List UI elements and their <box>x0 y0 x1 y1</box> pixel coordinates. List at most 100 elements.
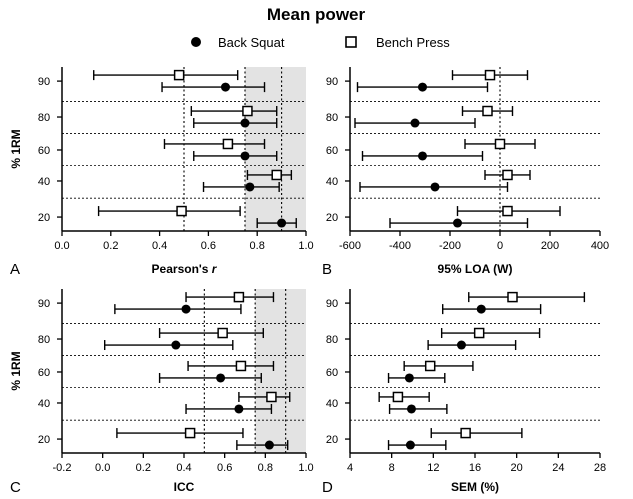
y-tick-label: 80 <box>38 112 50 124</box>
bench-press-point <box>507 291 518 303</box>
back-squat-point <box>240 151 250 161</box>
y-tick-label: 80 <box>326 112 338 124</box>
bench-press-point <box>502 205 513 217</box>
bench-press-point <box>173 69 185 81</box>
bench-press-point <box>222 138 234 150</box>
back-squat-point <box>430 182 440 192</box>
x-tick-label: 1.0 <box>298 462 313 474</box>
back-squat-point <box>216 373 226 383</box>
y-tick-label: 40 <box>326 176 338 188</box>
bench-press-point <box>271 169 282 181</box>
x-tick-label: 0.6 <box>217 462 232 474</box>
x-tick-label: -400 <box>389 240 411 252</box>
panel-letter: C <box>10 479 21 496</box>
x-tick-label: 0.2 <box>103 240 118 252</box>
bench-press-point <box>494 138 506 150</box>
y-tick-label: 90 <box>326 76 338 88</box>
y-tick-label: 60 <box>38 367 50 379</box>
back-squat-point <box>406 404 416 414</box>
y-tick-label: 60 <box>326 367 338 379</box>
x-tick-label: 0.8 <box>258 462 273 474</box>
x-tick-label: 20 <box>511 462 523 474</box>
y-tick-label: 20 <box>38 434 50 446</box>
legend-circle-marker <box>191 37 201 47</box>
figure-title: Mean power <box>267 5 366 24</box>
y-tick-label: 60 <box>326 145 338 157</box>
y-tick-label: 40 <box>326 398 338 410</box>
y-axis-title: % 1RM <box>9 129 23 168</box>
back-squat-point <box>453 218 462 228</box>
panel-letter: B <box>322 261 332 278</box>
x-tick-label: 0.0 <box>95 462 110 474</box>
legend-label-back-squat: Back Squat <box>218 35 285 50</box>
bench-press-point <box>184 427 196 439</box>
back-squat-point <box>277 218 287 228</box>
y-tick-label: 20 <box>38 212 50 224</box>
y-tick-label: 90 <box>38 298 50 310</box>
x-tick-label: 0.2 <box>136 462 151 474</box>
bench-press-point <box>482 105 493 117</box>
bench-press-point <box>473 327 485 339</box>
x-axis-title: Pearson's r <box>152 262 218 276</box>
bench-press-point <box>484 69 496 81</box>
back-squat-point <box>264 440 274 450</box>
x-tick-label: 4 <box>347 462 353 474</box>
back-squat-point <box>245 182 255 192</box>
x-tick-label: -600 <box>339 240 361 252</box>
legend-label-bench-press: Bench Press <box>376 35 450 50</box>
x-tick-label: -200 <box>439 240 461 252</box>
x-tick-label: 28 <box>594 462 606 474</box>
y-tick-label: 90 <box>38 76 50 88</box>
x-axis-title: SEM (%) <box>451 480 499 494</box>
x-tick-label: 0.6 <box>201 240 216 252</box>
bench-press-point <box>424 360 436 372</box>
x-tick-label: 12 <box>427 462 439 474</box>
y-tick-label: 80 <box>38 334 50 346</box>
y-tick-label: 40 <box>38 398 50 410</box>
x-tick-label: 0.8 <box>250 240 265 252</box>
bench-press-point <box>392 391 404 403</box>
x-tick-label: 400 <box>591 240 609 252</box>
back-squat-point <box>418 151 427 161</box>
y-axis-title: % 1RM <box>9 351 23 390</box>
y-tick-label: 80 <box>326 334 338 346</box>
x-tick-label: 16 <box>469 462 481 474</box>
y-tick-label: 90 <box>326 298 338 310</box>
back-squat-point <box>181 304 191 314</box>
x-tick-label: -0.2 <box>53 462 72 474</box>
x-tick-label: 24 <box>552 462 564 474</box>
bench-press-point <box>217 327 228 339</box>
x-tick-label: 0.4 <box>176 462 191 474</box>
y-tick-label: 60 <box>38 145 50 157</box>
bench-press-point <box>502 169 513 181</box>
back-squat-point <box>418 82 427 92</box>
back-squat-point <box>456 340 466 350</box>
panel-c: -0.2 0.0 0.2 0.4 0.6 0.8 1.0 90 80 60 40 20 ICC C % 1R… <box>9 289 314 496</box>
panel-letter: A <box>10 261 20 278</box>
x-tick-label: 0.4 <box>152 240 167 252</box>
back-squat-point <box>171 340 181 350</box>
bench-press-point <box>233 291 245 303</box>
bench-press-point <box>176 205 187 217</box>
x-axis-title: 95% LOA (W) <box>438 262 513 276</box>
back-squat-point <box>240 118 250 128</box>
bench-press-point <box>242 105 253 117</box>
x-tick-label: 8 <box>389 462 395 474</box>
panel-a: 0.0 0.2 0.4 0.6 0.8 1.0 90 80 60 40 20 Pearson's r A… <box>9 67 314 278</box>
panel-b: -600 -400 -200 0 200 400 90 80 60 40 20 95% LOA (W)… <box>322 67 609 278</box>
bench-press-point <box>235 360 247 372</box>
back-squat-point <box>220 82 230 92</box>
x-tick-label: 1.0 <box>298 240 313 252</box>
bench-press-point <box>266 391 277 403</box>
panel-letter: D <box>322 479 333 496</box>
y-tick-label: 20 <box>326 212 338 224</box>
y-tick-label: 20 <box>326 434 338 446</box>
x-axis-title: ICC <box>174 480 195 494</box>
y-tick-label: 40 <box>38 176 50 188</box>
shaded-region <box>255 289 306 453</box>
x-tick-label: 200 <box>541 240 559 252</box>
back-squat-point <box>405 440 415 450</box>
back-squat-point <box>404 373 414 383</box>
